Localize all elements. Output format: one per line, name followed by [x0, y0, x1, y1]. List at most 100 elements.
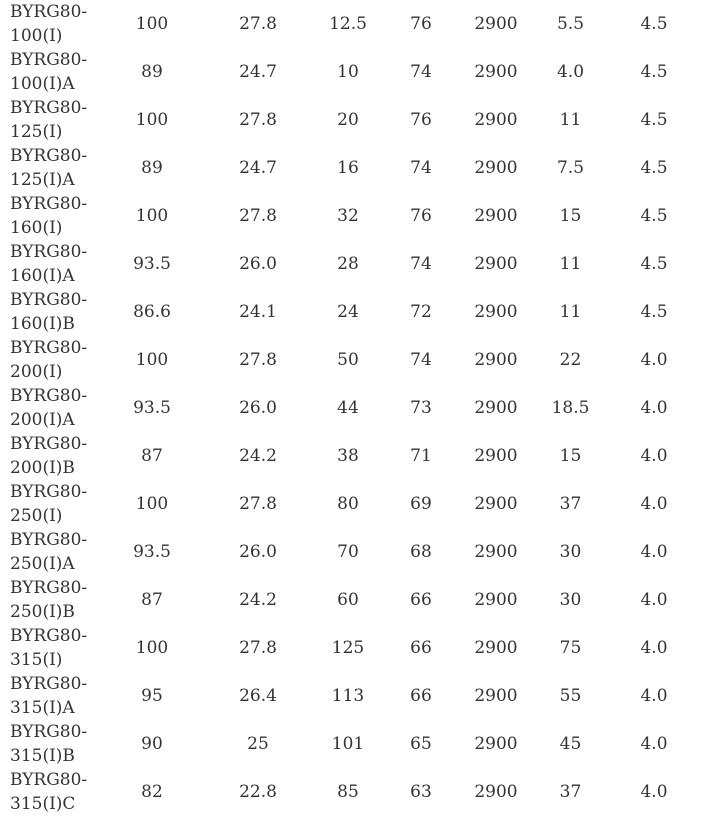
value-cell: 89 [141, 158, 163, 178]
value-cell: 70 [337, 542, 359, 562]
model-cell: BYRG80- 250(I)B [0, 576, 92, 624]
model-name-line2: 200(I)B [10, 458, 75, 478]
model-name-line2: 200(I) [10, 362, 63, 382]
value-cell: 60 [337, 590, 359, 610]
value-cell: 100 [135, 14, 169, 34]
value-cell: 44 [337, 398, 359, 418]
value-cell: 11 [559, 302, 582, 322]
model-name-line2: 315(I)A [10, 698, 75, 718]
value-cell: 30 [559, 590, 582, 610]
value-cell: 66 [410, 590, 432, 610]
model-cell: BYRG80- 315(I) [0, 624, 92, 672]
model-name-line1: BYRG80- [10, 530, 88, 550]
table-row: BYRG80- 160(I) 100 27.8 32 76 2900 15 4.5 [0, 192, 709, 240]
table-row: BYRG80- 250(I) 100 27.8 80 69 2900 37 4.0 [0, 480, 709, 528]
value-cell: 74 [410, 158, 432, 178]
model-name-line2: 125(I) [10, 122, 63, 142]
value-cell: 125 [331, 638, 365, 658]
value-cell: 2900 [474, 782, 518, 802]
value-cell: 24.2 [239, 446, 277, 466]
value-cell: 4.5 [640, 158, 668, 178]
model-cell: BYRG80- 100(I) [0, 0, 92, 48]
value-cell: 26.0 [239, 398, 277, 418]
model-name-line1: BYRG80- [10, 626, 88, 646]
table-row: BYRG80- 100(I) 100 27.8 12.5 76 2900 5.5 4.5 [0, 0, 709, 48]
value-cell: 89 [141, 62, 163, 82]
value-cell: 37 [559, 782, 582, 802]
value-cell: 32 [337, 206, 359, 226]
value-cell: 4.0 [640, 446, 668, 466]
value-cell: 113 [331, 686, 365, 706]
model-name-line1: BYRG80- [10, 50, 88, 70]
value-cell: 74 [410, 62, 432, 82]
value-cell: 85 [337, 782, 359, 802]
value-cell: 93.5 [133, 254, 171, 274]
value-cell: 73 [410, 398, 432, 418]
value-cell: 100 [135, 350, 169, 370]
value-cell: 24.7 [239, 158, 277, 178]
value-cell: 2900 [474, 446, 518, 466]
model-cell: BYRG80- 160(I)A [0, 240, 92, 288]
model-name-line2: 200(I)A [10, 410, 75, 430]
value-cell: 4.0 [556, 62, 585, 82]
model-name-line2: 160(I)A [10, 266, 75, 286]
model-cell: BYRG80- 200(I)B [0, 432, 92, 480]
model-name-line1: BYRG80- [10, 434, 88, 454]
value-cell: 27.8 [239, 350, 277, 370]
value-cell: 11 [559, 110, 582, 130]
model-name-line2: 160(I) [10, 218, 63, 238]
model-name-line1: BYRG80- [10, 674, 88, 694]
model-name-line2: 100(I)A [10, 74, 75, 94]
value-cell: 69 [410, 494, 432, 514]
value-cell: 26.4 [239, 686, 277, 706]
value-cell: 100 [135, 638, 169, 658]
value-cell: 2900 [474, 734, 518, 754]
value-cell: 4.5 [640, 254, 668, 274]
value-cell: 55 [559, 686, 582, 706]
value-cell: 22.8 [239, 782, 277, 802]
value-cell: 71 [410, 446, 432, 466]
value-cell: 4.0 [640, 590, 668, 610]
value-cell: 11 [559, 254, 582, 274]
value-cell: 2900 [474, 398, 518, 418]
value-cell: 2900 [474, 494, 518, 514]
table-row: BYRG80- 160(I)A 93.5 26.0 28 74 2900 11 4.5 [0, 240, 709, 288]
table-row: BYRG80- 125(I)A 89 24.7 16 74 2900 7.5 4.5 [0, 144, 709, 192]
value-cell: 24.1 [239, 302, 277, 322]
model-cell: BYRG80- 315(I)B [0, 720, 92, 768]
table-row: BYRG80- 315(I)C 82 22.8 85 63 2900 37 4.0 [0, 768, 709, 816]
value-cell: 4.0 [640, 398, 668, 418]
value-cell: 76 [410, 110, 432, 130]
value-cell: 76 [410, 206, 432, 226]
value-cell: 26.0 [239, 542, 277, 562]
model-name-line2: 315(I)B [10, 746, 75, 766]
value-cell: 4.0 [640, 542, 668, 562]
model-name-line1: BYRG80- [10, 290, 88, 310]
value-cell: 66 [410, 638, 432, 658]
value-cell: 2900 [474, 14, 518, 34]
table-row: BYRG80- 100(I)A 89 24.7 10 74 2900 4.0 4.5 [0, 48, 709, 96]
table-row: BYRG80- 125(I) 100 27.8 20 76 2900 11 4.5 [0, 96, 709, 144]
value-cell: 87 [141, 590, 163, 610]
table-row: BYRG80- 315(I)B 90 25 101 65 2900 45 4.0 [0, 720, 709, 768]
value-cell: 10 [337, 62, 359, 82]
value-cell: 27.8 [239, 206, 277, 226]
model-name-line2: 250(I) [10, 506, 63, 526]
model-name-line1: BYRG80- [10, 194, 88, 214]
model-name-line2: 125(I)A [10, 170, 75, 190]
value-cell: 24.2 [239, 590, 277, 610]
model-cell: BYRG80- 315(I)A [0, 672, 92, 720]
table-row: BYRG80- 200(I) 100 27.8 50 74 2900 22 4.0 [0, 336, 709, 384]
model-cell: BYRG80- 160(I)B [0, 288, 92, 336]
value-cell: 63 [410, 782, 432, 802]
model-name-line1: BYRG80- [10, 338, 88, 358]
model-name-line2: 315(I)C [10, 794, 76, 814]
model-name-line1: BYRG80- [10, 242, 88, 262]
model-name-line1: BYRG80- [10, 2, 88, 22]
value-cell: 4.0 [640, 782, 668, 802]
value-cell: 93.5 [133, 542, 171, 562]
model-cell: BYRG80- 315(I)C [0, 768, 92, 816]
value-cell: 26.0 [239, 254, 277, 274]
value-cell: 4.5 [640, 206, 668, 226]
